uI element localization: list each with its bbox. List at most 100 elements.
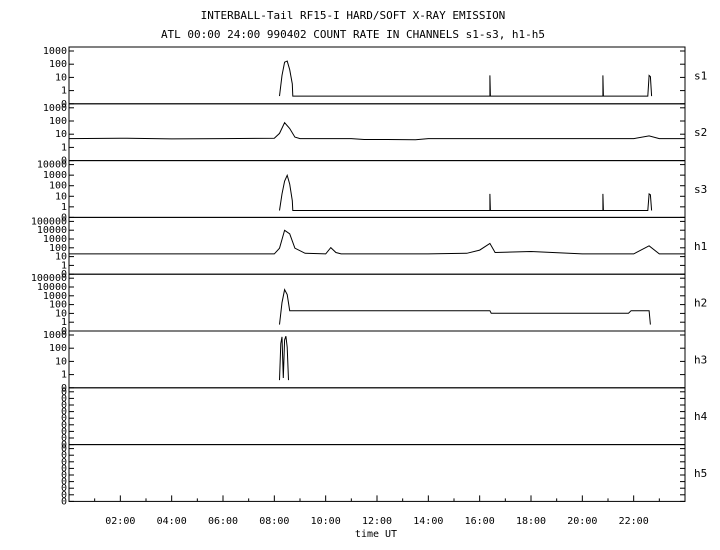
y-tick-label: 10 bbox=[55, 356, 67, 367]
y-tick-label: 1 bbox=[61, 260, 67, 271]
y-tick-label: 0 bbox=[61, 420, 67, 431]
y-tick-label: 0 bbox=[61, 383, 67, 394]
y-tick-label: 1000 bbox=[43, 46, 67, 57]
y-tick-label: 1 bbox=[61, 317, 67, 328]
y-tick-label: 100 bbox=[49, 116, 67, 127]
x-tick-label: 16:00 bbox=[465, 516, 495, 527]
y-tick-label: 1000 bbox=[43, 234, 67, 245]
y-tick-label: 10000 bbox=[37, 225, 67, 236]
series-line-h3 bbox=[279, 336, 289, 381]
y-tick-label: 100 bbox=[49, 343, 67, 354]
y-tick-label: 0 bbox=[61, 470, 67, 481]
x-tick-label: 04:00 bbox=[157, 516, 187, 527]
y-tick-label: 0 bbox=[61, 400, 67, 411]
x-tick-label: 08:00 bbox=[259, 516, 289, 527]
panel-frame bbox=[68, 273, 686, 332]
y-tick-label: 0 bbox=[61, 407, 67, 418]
y-tick-label: 0 bbox=[61, 212, 67, 223]
x-tick-label: 20:00 bbox=[567, 516, 597, 527]
channel-label: h4 bbox=[694, 410, 708, 423]
panel-frame bbox=[68, 330, 686, 389]
x-tick-label: 06:00 bbox=[208, 516, 238, 527]
y-tick-label: 0 bbox=[61, 483, 67, 494]
y-tick-label: 0 bbox=[61, 457, 67, 468]
y-tick-label: 10000 bbox=[37, 160, 67, 171]
x-tick-label: 22:00 bbox=[619, 516, 649, 527]
panel-frame bbox=[68, 387, 686, 446]
panel-frame bbox=[68, 103, 686, 162]
channel-label: s3 bbox=[694, 183, 707, 196]
chart-title: INTERBALL-Tail RF15-I HARD/SOFT X-RAY EM… bbox=[201, 9, 506, 22]
y-tick-label: 100 bbox=[49, 181, 67, 192]
chart-panels: 10001001010s110001001010s210000100010010… bbox=[31, 46, 708, 507]
y-tick-label: 10 bbox=[55, 191, 67, 202]
x-axis-label: time UT bbox=[355, 529, 397, 540]
y-tick-label: 0 bbox=[61, 477, 67, 488]
y-tick-label: 1000 bbox=[43, 291, 67, 302]
y-tick-label: 0 bbox=[61, 393, 67, 404]
y-tick-label: 0 bbox=[61, 99, 67, 110]
y-tick-label: 1 bbox=[61, 86, 67, 97]
series-line-h1 bbox=[69, 229, 685, 255]
y-tick-label: 100 bbox=[49, 59, 67, 70]
y-tick-label: 10 bbox=[55, 252, 67, 263]
panel-frame bbox=[68, 160, 686, 218]
channel-label: h3 bbox=[694, 353, 707, 366]
x-tick-label: 02:00 bbox=[105, 516, 135, 527]
y-tick-label: 1 bbox=[61, 142, 67, 153]
y-tick-label: 100 bbox=[49, 243, 67, 254]
series-line-s1 bbox=[279, 60, 653, 97]
channel-label: s2 bbox=[694, 126, 707, 139]
y-tick-label: 1 bbox=[61, 202, 67, 213]
channel-label: h5 bbox=[694, 467, 707, 480]
y-tick-label: 1 bbox=[61, 370, 67, 381]
y-tick-label: 10 bbox=[55, 129, 67, 140]
panel-frame bbox=[68, 216, 686, 275]
x-tick-label: 18:00 bbox=[516, 516, 546, 527]
y-tick-label: 0 bbox=[61, 156, 67, 167]
y-tick-label: 0 bbox=[61, 426, 67, 437]
y-tick-label: 0 bbox=[61, 490, 67, 501]
y-tick-label: 0 bbox=[61, 444, 67, 455]
y-tick-label: 1000 bbox=[43, 103, 67, 114]
series-line-h2 bbox=[279, 288, 651, 325]
y-tick-label: 1000 bbox=[43, 330, 67, 341]
x-tick-label: 14:00 bbox=[413, 516, 443, 527]
y-tick-label: 0 bbox=[61, 326, 67, 337]
y-tick-label: 0 bbox=[61, 496, 67, 507]
y-tick-label: 10 bbox=[55, 308, 67, 319]
y-tick-label: 100000 bbox=[31, 273, 67, 284]
series-line-s3 bbox=[279, 173, 653, 211]
y-tick-label: 0 bbox=[61, 463, 67, 474]
y-tick-label: 0 bbox=[61, 269, 67, 280]
channel-label: h1 bbox=[694, 240, 707, 253]
channel-label: s1 bbox=[694, 69, 707, 82]
panel-frame bbox=[68, 444, 686, 502]
channel-label: h2 bbox=[694, 297, 707, 310]
chart-subtitle: ATL 00:00 24:00 990402 COUNT RATE IN CHA… bbox=[161, 28, 545, 41]
series-line-s2 bbox=[68, 121, 685, 141]
x-axis: 02:00 04:00 06:00 08:00 10:00 12:00 14:00 16:00… bbox=[94, 495, 660, 527]
y-tick-label: 10 bbox=[55, 72, 67, 83]
panel-frame bbox=[68, 46, 686, 105]
y-tick-label: 1000 bbox=[43, 170, 67, 181]
y-tick-label: 0 bbox=[61, 387, 67, 398]
y-tick-label: 10000 bbox=[37, 282, 67, 293]
y-tick-label: 100000 bbox=[31, 216, 67, 227]
y-tick-label: 0 bbox=[61, 450, 67, 461]
y-tick-label: 0 bbox=[61, 433, 67, 444]
x-tick-label: 10:00 bbox=[311, 516, 341, 527]
y-tick-label: 0 bbox=[61, 440, 67, 451]
y-tick-label: 0 bbox=[61, 413, 67, 424]
x-tick-label: 12:00 bbox=[362, 516, 392, 527]
y-tick-label: 100 bbox=[49, 300, 67, 311]
